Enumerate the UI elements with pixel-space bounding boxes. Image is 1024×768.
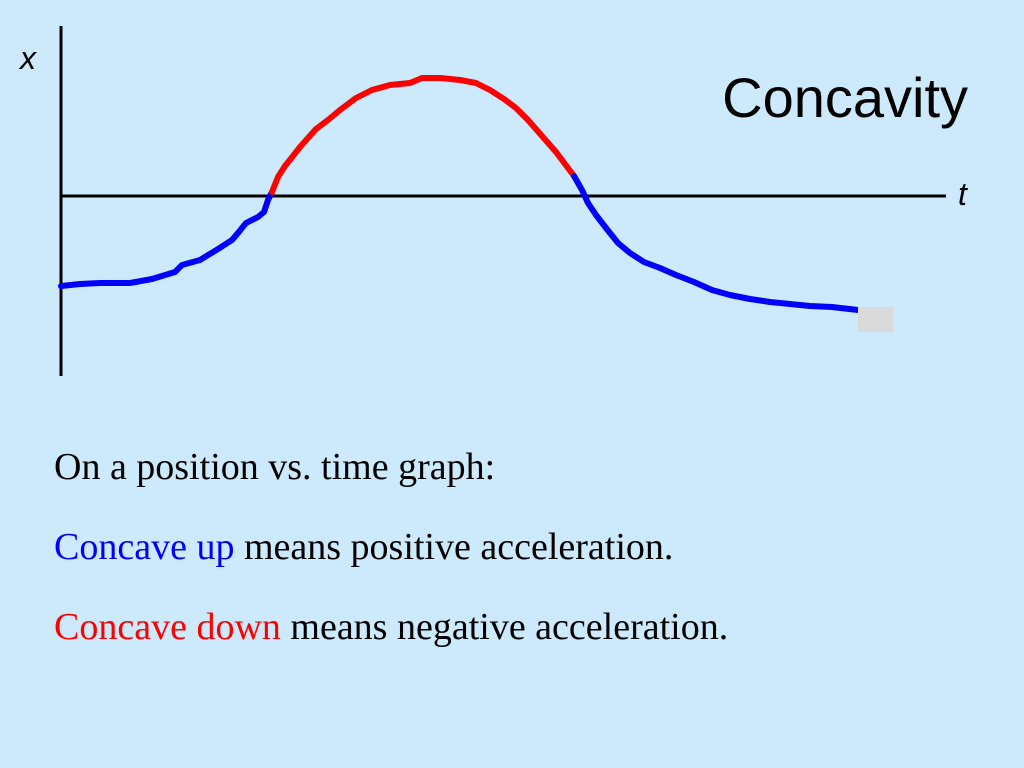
explanation-text: On a position vs. time graph: Concave up…: [54, 448, 728, 688]
position-time-graph: [58, 26, 946, 376]
concave-up-term: Concave up: [54, 526, 235, 568]
concave-down-term: Concave down: [54, 606, 281, 648]
intro-line: On a position vs. time graph:: [54, 448, 728, 486]
concave-up-curve-left: [58, 189, 275, 289]
concave-up-meaning: means positive acceleration.: [234, 526, 674, 568]
concave-down-line: Concave down means negative acceleration…: [54, 608, 728, 646]
concave-down-curve: [269, 75, 577, 195]
curve-end-marker: [858, 307, 893, 332]
concave-up-curve-right: [571, 173, 861, 313]
slide-title: Concavity: [722, 66, 968, 129]
intro-text: On a position vs. time graph:: [54, 446, 496, 488]
concave-up-line: Concave up means positive acceleration.: [54, 528, 728, 566]
concave-down-meaning: means negative acceleration.: [280, 606, 729, 648]
x-axis-label: x: [20, 40, 36, 76]
t-axis-label: t: [958, 176, 967, 212]
